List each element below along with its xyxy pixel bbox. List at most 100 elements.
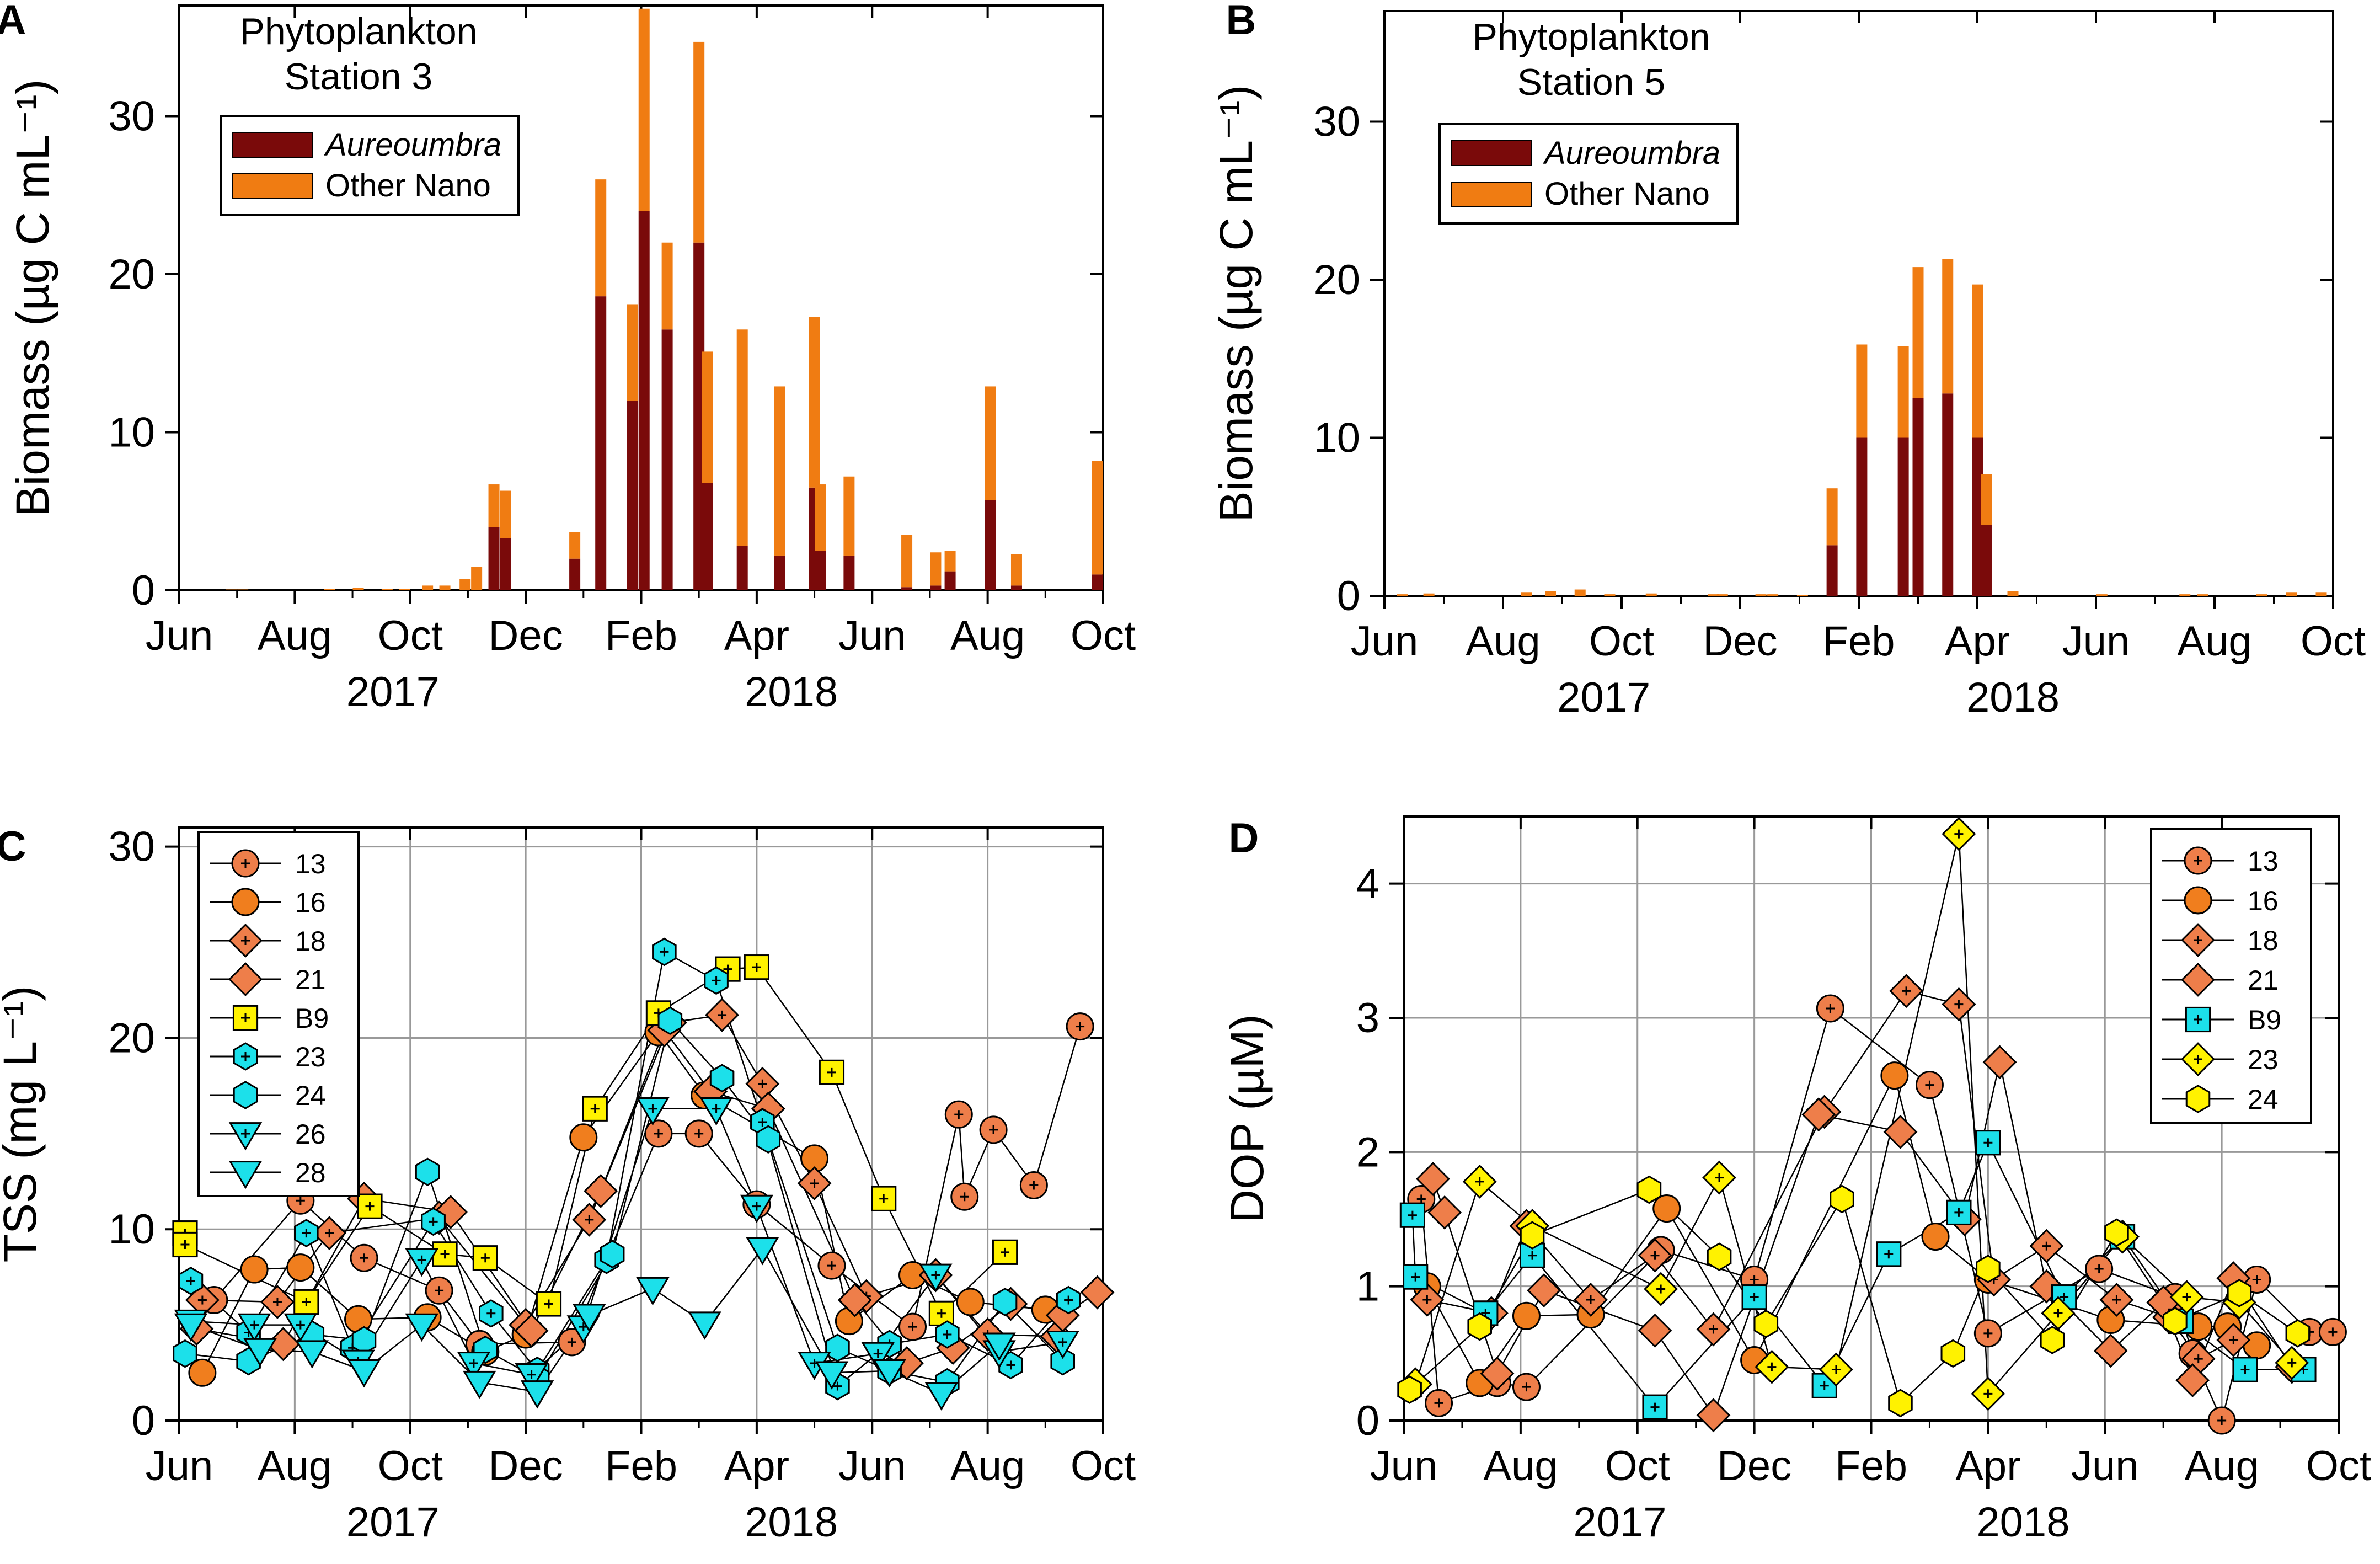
marker-triangle-down: [815, 1361, 849, 1390]
x-tick-label: Feb: [1823, 618, 1895, 665]
bar-aureoumbra: [661, 329, 673, 590]
bar-aureoumbra: [774, 555, 785, 590]
marker-diamond: [1480, 1356, 1515, 1391]
bar-other-nano: [352, 588, 364, 590]
bar-other-nano: [809, 317, 820, 488]
marker-triangle-down: [243, 1338, 277, 1367]
bar-other-nano: [1981, 474, 1992, 525]
x-tick-label: Oct: [2301, 618, 2366, 665]
x-tick-label: Oct: [1071, 1443, 1136, 1490]
bar-aureoumbra: [702, 483, 713, 590]
y-tick-label: 0: [1337, 573, 1360, 620]
x-tick-label: Jun: [2062, 618, 2130, 665]
bar-aureoumbra: [488, 527, 500, 590]
x-tick-label: Dec: [489, 1443, 563, 1490]
x-tick-label: Apr: [724, 612, 789, 659]
bar-other-nano: [1010, 554, 1022, 586]
year-label-2018: 2018: [1966, 674, 2060, 721]
x-tick-label: Apr: [724, 1443, 789, 1490]
panel-label: B: [1226, 0, 1256, 44]
legend-label-21: 21: [2248, 965, 2279, 996]
legend-label-aureoumbra: Aureoumbra: [1543, 135, 1720, 171]
legend-label-16: 16: [295, 887, 326, 918]
bar-other-nano: [569, 532, 581, 559]
marker-hexagon: [1753, 1310, 1779, 1338]
bar-other-nano: [1092, 461, 1103, 575]
x-tick-label: Oct: [1071, 612, 1136, 659]
bar-other-nano: [2315, 592, 2327, 596]
bar-aureoumbra: [1942, 393, 1954, 596]
marker-hexagon: [600, 1240, 625, 1269]
bar-other-nano: [2096, 594, 2108, 596]
bar-aureoumbra: [693, 242, 705, 590]
x-tick-label: Aug: [258, 612, 332, 659]
marker-hexagon: [415, 1157, 440, 1186]
bar-aureoumbra: [1912, 398, 1924, 596]
bar-other-nano: [488, 484, 500, 527]
year-label-2017: 2017: [346, 1499, 440, 1546]
bar-aureoumbra: [595, 296, 607, 590]
x-tick-label: Apr: [1945, 618, 2010, 665]
marker-hexagon: [173, 1339, 197, 1368]
marker-hexagon: [992, 1288, 1018, 1316]
bar-other-nano: [1423, 593, 1435, 596]
legend-box: [197, 831, 360, 1197]
legend-label-23: 23: [2248, 1044, 2279, 1075]
bar-other-nano: [944, 551, 956, 572]
legend-label-other-nano: Other Nano: [1544, 176, 1710, 212]
bar-other-nano: [693, 41, 705, 243]
bar-aureoumbra: [736, 546, 748, 590]
x-tick-label: Jun: [146, 1443, 213, 1490]
panel-C: 0 10 20 30 Jun Aug Oct Dec Feb Apr Jun Aug Oct 2017 20…: [0, 823, 1136, 1546]
marker-triangle-down: [520, 1380, 554, 1409]
marker-triangle-down: [982, 1332, 1016, 1361]
bar-other-nano: [2179, 594, 2191, 596]
x-tick-label: Jun: [838, 612, 906, 659]
x-tick-label: Oct: [2306, 1443, 2371, 1490]
marker-hexagon: [2185, 1085, 2211, 1113]
legend-swatch-aureoumbra: [1451, 140, 1532, 166]
bar-other-nano: [1545, 591, 1556, 596]
legend-label-21: 21: [295, 964, 326, 995]
x-tick-label: Oct: [378, 1443, 443, 1490]
bar-aureoumbra: [1981, 525, 1992, 596]
bar-other-nano: [595, 179, 607, 297]
y-tick-label: 2: [1356, 1129, 1379, 1176]
marker-hexagon: [2040, 1326, 2065, 1354]
legend-label-24: 24: [295, 1080, 326, 1111]
marker-circle: [956, 1288, 985, 1316]
y-axis-label: Biomass (µg C mL⁻¹): [7, 79, 58, 517]
marker-square: [582, 1096, 608, 1122]
marker-diamond: [1801, 1097, 1836, 1132]
x-tick-label: Aug: [2177, 618, 2251, 665]
bar-other-nano: [1521, 592, 1532, 596]
series-line-24: [185, 1019, 1063, 1384]
bar-other-nano: [627, 304, 638, 401]
marker-hexagon: [709, 1064, 735, 1093]
x-tick-label: Feb: [605, 1443, 677, 1490]
bar-other-nano: [1796, 595, 1808, 596]
y-tick-label: 20: [1313, 257, 1360, 303]
bar-other-nano: [2007, 591, 2019, 596]
x-tick-label: Dec: [489, 612, 563, 659]
x-tick-label: Jun: [146, 612, 213, 659]
x-tick-label: Aug: [1483, 1443, 1558, 1490]
marker-hexagon: [1636, 1175, 1662, 1204]
x-tick-label: Aug: [950, 612, 1025, 659]
x-tick-label: Jun: [1370, 1443, 1438, 1490]
x-tick-label: Feb: [605, 612, 677, 659]
x-tick-label: Aug: [2185, 1443, 2259, 1490]
panel-title-line2: Station 5: [1517, 61, 1665, 103]
marker-triangle-down: [347, 1359, 381, 1388]
bar-aureoumbra: [930, 585, 942, 590]
marker-triangle-down: [924, 1382, 959, 1411]
marker-hexagon: [2285, 1319, 2311, 1348]
marker-circle: [2184, 886, 2212, 915]
bar-other-nano: [1574, 589, 1586, 596]
bar-other-nano: [471, 567, 483, 590]
marker-square: [472, 1245, 498, 1271]
marker-hexagon: [351, 1326, 377, 1355]
y-tick-label: 1: [1356, 1263, 1379, 1310]
legend-label-24: 24: [2248, 1084, 2279, 1115]
marker-hexagon: [1888, 1389, 1913, 1418]
